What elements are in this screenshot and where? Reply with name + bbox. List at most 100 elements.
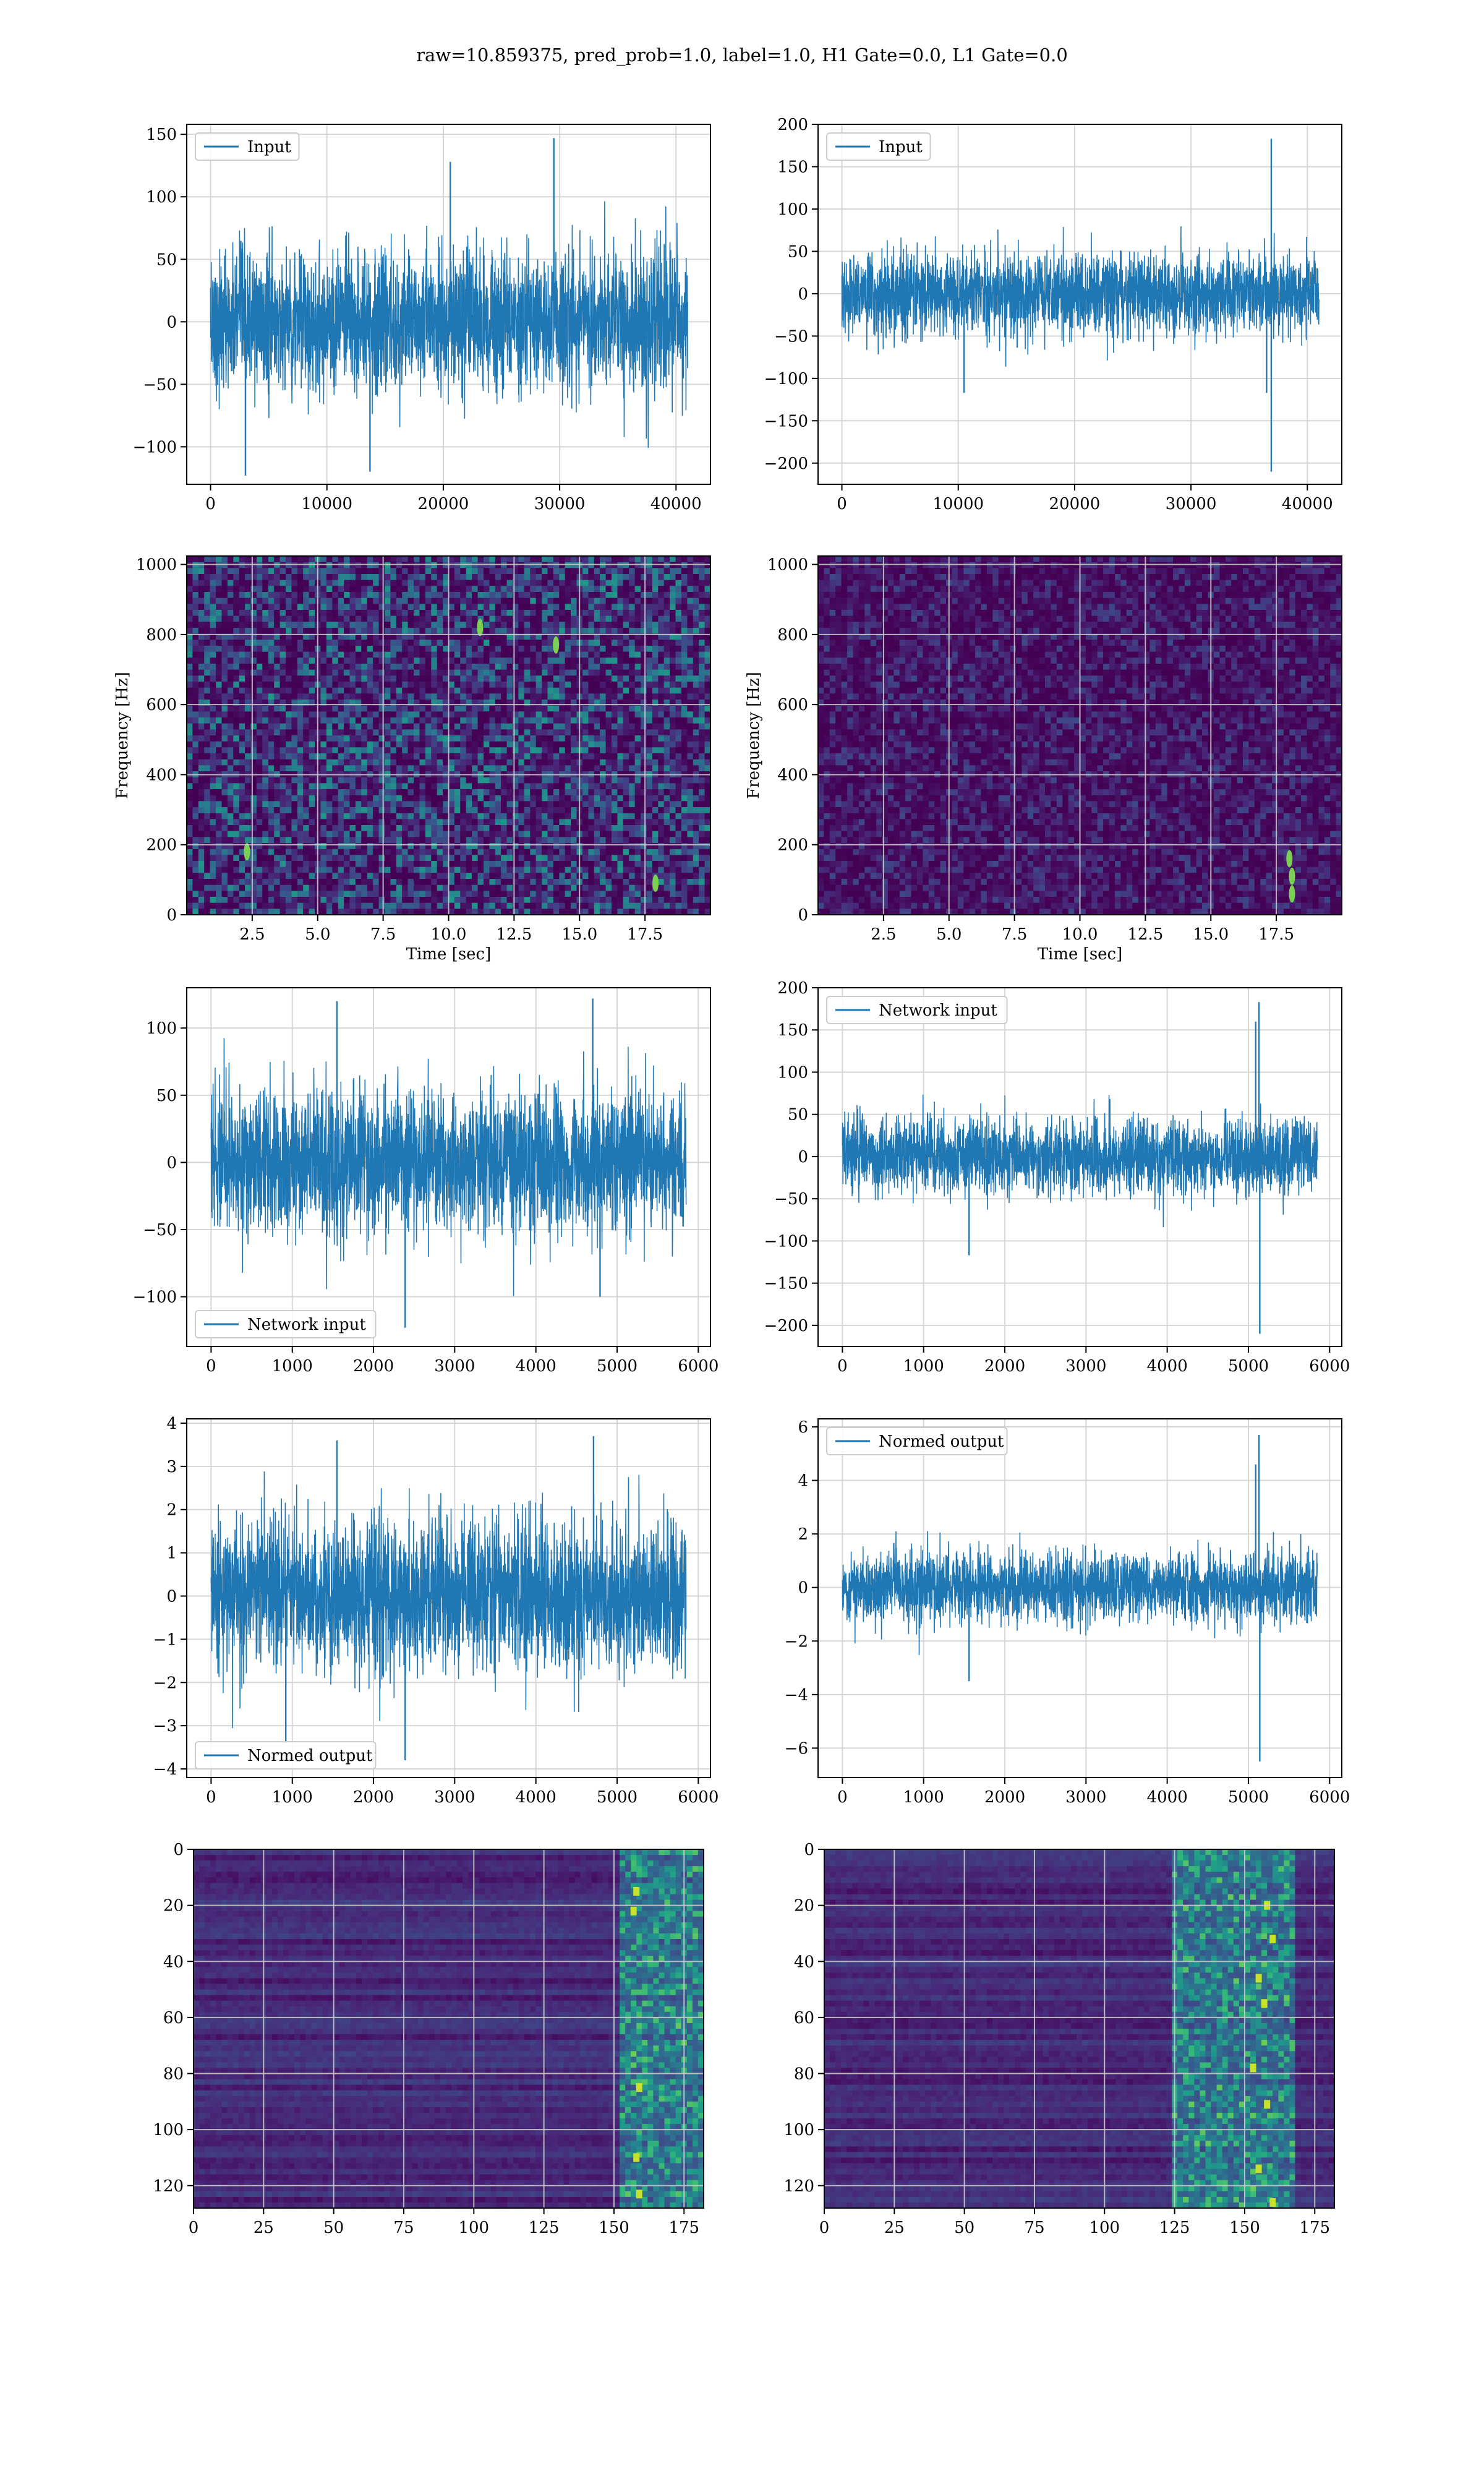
spectrogram-cell xyxy=(257,693,263,700)
spectrogram-cell xyxy=(303,867,309,873)
spectrogram-cell xyxy=(350,717,356,724)
spectrogram-cell xyxy=(210,765,216,771)
spectrogram-cell xyxy=(198,837,205,843)
spectrogram-cell xyxy=(268,747,275,753)
spectrogram-cell xyxy=(210,873,216,879)
spectrogram-cell xyxy=(228,849,234,855)
spectrogram-cell xyxy=(291,861,297,867)
spectrogram-cell xyxy=(385,837,391,843)
spectrogram-cell xyxy=(274,903,280,909)
spectrogram-cell xyxy=(344,706,350,712)
spectrogram-cell xyxy=(396,556,403,562)
spectrogram-cell xyxy=(228,855,234,861)
spectrogram-cell xyxy=(344,580,350,586)
spectrogram-cell xyxy=(257,664,263,670)
spectrogram-cell xyxy=(332,682,338,688)
spectrogram-cell xyxy=(361,675,367,682)
spectrogram-cell xyxy=(192,670,198,676)
spectrogram-cell xyxy=(297,765,304,771)
spectrogram-cell xyxy=(257,717,263,724)
y-tick-label: 100 xyxy=(777,200,808,219)
spectrogram-cell xyxy=(379,664,385,670)
y-tick-label: 50 xyxy=(788,242,808,261)
spectrogram-cell xyxy=(390,652,396,658)
spectrogram-cell xyxy=(390,729,396,735)
spectrogram-cell xyxy=(286,885,292,891)
spectrogram-cell xyxy=(408,622,414,628)
spectrogram-cell xyxy=(192,574,198,580)
spectrogram-cell xyxy=(356,657,362,664)
spectrogram-cell xyxy=(262,885,268,891)
spectrogram-cell xyxy=(268,568,275,574)
spectrogram-cell xyxy=(402,652,408,658)
spectrogram-cell xyxy=(402,711,408,717)
spectrogram-cell xyxy=(222,849,228,855)
spectrogram-cell xyxy=(338,873,344,879)
spectrogram-cell xyxy=(326,897,333,903)
spectrogram-cell xyxy=(187,843,193,849)
spectrogram-cell xyxy=(379,801,385,807)
spectrogram-cell xyxy=(274,640,280,646)
spectrogram-cell xyxy=(274,855,280,861)
spectrogram-cell xyxy=(239,867,245,873)
spectrogram-cell xyxy=(216,801,222,807)
spectrogram-cell xyxy=(379,783,385,789)
spectrogram-cell xyxy=(286,556,292,562)
spectrogram-cell xyxy=(402,693,408,700)
spectrogram-cell xyxy=(396,735,403,742)
spectrogram-cell xyxy=(268,783,275,789)
spectrogram-cell xyxy=(228,646,234,652)
spectrogram-cell xyxy=(326,813,333,820)
spectrogram-cell xyxy=(268,885,275,891)
spectrogram-cell xyxy=(350,795,356,802)
spectrogram-cell xyxy=(216,753,222,760)
spectrogram-cell xyxy=(198,885,205,891)
spectrogram-cell xyxy=(344,855,350,861)
spectrogram-cell xyxy=(414,657,420,664)
chart-l1-input: 0 10000 20000 30000 40000−200−150−100−500501… xyxy=(764,116,1342,513)
spectrogram-cell xyxy=(332,837,338,843)
spectrogram-cell xyxy=(367,819,373,825)
spectrogram-cell xyxy=(291,777,297,784)
spectrogram-cell xyxy=(262,562,268,568)
spectrogram-cell xyxy=(216,897,222,903)
spectrogram-cell xyxy=(379,628,385,634)
spectrogram-cell xyxy=(222,777,228,784)
spectrogram-cell xyxy=(414,813,420,820)
spectrogram-cell xyxy=(274,562,280,568)
spectrogram-cell xyxy=(297,801,304,807)
spectrogram-cell xyxy=(216,819,222,825)
spectrogram-cell xyxy=(350,628,356,634)
spectrogram-cell xyxy=(356,574,362,580)
spectrogram-cell xyxy=(303,616,309,622)
spectrogram-cell xyxy=(367,706,373,712)
spectrogram-cell xyxy=(228,616,234,622)
spectrogram-cell xyxy=(385,646,391,652)
spectrogram-cell xyxy=(228,837,234,843)
spectrogram-cell xyxy=(396,646,403,652)
spectrogram-cell xyxy=(291,616,297,622)
chart-h1-spectrogram: 2.5 5.0 7.5 10.0 12.5 15.0 17.5020040060080010… xyxy=(113,556,711,964)
spectrogram-cell xyxy=(233,646,239,652)
spectrogram-cell xyxy=(303,628,309,634)
spectrogram-cell xyxy=(222,747,228,753)
x-tick-label: 20000 xyxy=(418,495,469,513)
spectrogram-cell xyxy=(344,657,350,664)
spectrogram-cell xyxy=(350,825,356,831)
spectrogram-cell xyxy=(204,849,210,855)
spectrogram-cell xyxy=(408,604,414,610)
spectrogram-cell xyxy=(210,604,216,610)
spectrogram-cell xyxy=(396,861,403,867)
spectrogram-cell xyxy=(367,760,373,766)
spectrogram-cell xyxy=(245,616,251,622)
spectrogram-cell xyxy=(286,657,292,664)
spectrogram-cell xyxy=(402,879,408,885)
spectrogram-cell xyxy=(385,675,391,682)
spectrogram-cell xyxy=(344,807,350,813)
spectrogram-cell xyxy=(338,711,344,717)
spectrogram-cell xyxy=(245,652,251,658)
spectrogram-cell xyxy=(297,568,304,574)
spectrogram-cell xyxy=(309,885,315,891)
spectrogram-cell xyxy=(198,867,205,873)
spectrogram-cell xyxy=(361,843,367,849)
